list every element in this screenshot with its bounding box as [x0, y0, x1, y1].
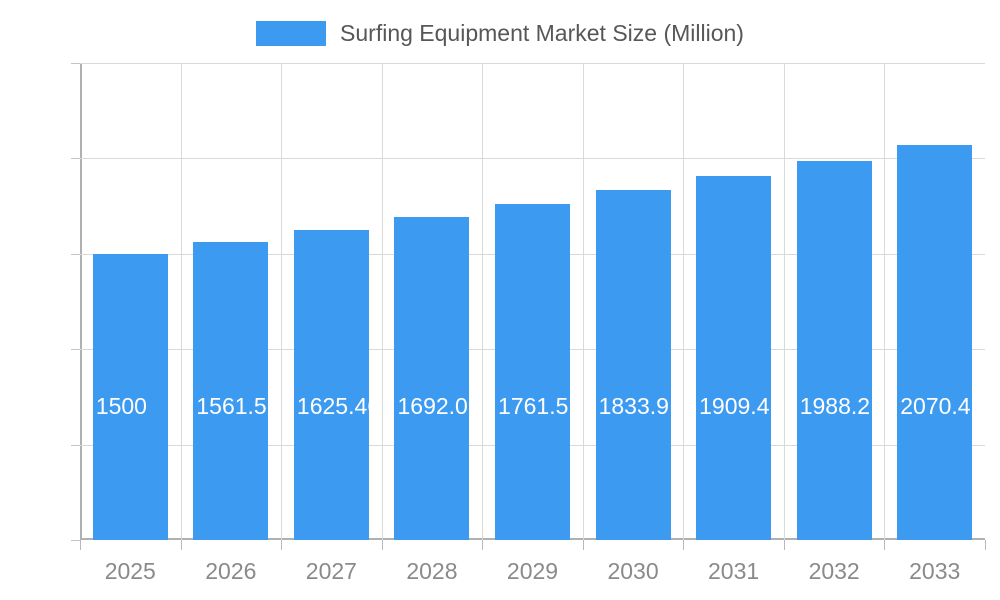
x-axis-tick-mark	[382, 540, 383, 550]
bar-data-label: 1625.46	[296, 393, 369, 419]
bar-data-label: 1988.2	[799, 393, 871, 419]
gridline-vertical	[784, 63, 785, 540]
x-axis-tick-mark	[784, 540, 785, 550]
bar-data-label: 1500	[95, 393, 147, 419]
x-axis-tick-label: 2025	[104, 558, 156, 584]
x-axis-tick-mark	[985, 540, 986, 550]
bar-data-label: 1561.5	[196, 393, 267, 419]
gridline-vertical	[181, 63, 182, 540]
x-axis-tick-label: 2029	[506, 558, 559, 584]
gridline-vertical	[482, 63, 483, 540]
x-axis-tick-mark	[482, 540, 483, 550]
x-axis-tick-label: 2032	[808, 558, 860, 584]
gridline-vertical	[382, 63, 383, 540]
bar[interactable]: 1561.5	[193, 242, 269, 540]
bar[interactable]: 1761.5	[495, 203, 570, 540]
bar[interactable]: 1500	[92, 253, 168, 540]
bar[interactable]: 1988.2	[796, 160, 872, 540]
gridline-vertical	[884, 63, 885, 540]
x-axis-tick-label: 2028	[406, 558, 458, 584]
bar[interactable]: 1833.9	[595, 190, 671, 540]
y-axis-tick-mark	[71, 158, 80, 160]
x-axis-tick-mark	[181, 540, 182, 550]
y-axis-tick-mark	[71, 540, 80, 541]
y-axis-tick-mark	[71, 253, 80, 255]
x-axis-tick-mark	[80, 540, 81, 550]
gridline-horizontal	[80, 158, 985, 160]
bar[interactable]: 2070.4	[897, 144, 973, 540]
y-axis-tick-mark	[71, 444, 80, 446]
bar-data-label: 1692.06	[397, 393, 469, 419]
bar-data-label: 1761.5	[498, 393, 569, 419]
x-axis-tick-label: 2026	[205, 558, 257, 584]
x-axis-tick-label: 2030	[607, 558, 659, 584]
gridline-horizontal	[80, 63, 985, 64]
bar-data-label: 1833.9	[598, 393, 669, 419]
legend-item[interactable]: Surfing Equipment Market Size (Million)	[256, 19, 744, 46]
gridline-vertical	[281, 63, 282, 540]
chart-legend: Surfing Equipment Market Size (Million)	[0, 14, 1000, 52]
bar[interactable]: 1909.4	[696, 175, 772, 540]
x-axis-tick-label: 2027	[305, 558, 357, 584]
gridline-vertical	[683, 63, 684, 540]
plot-area: 05001000150020002500150020251561.5202616…	[71, 63, 986, 583]
bar[interactable]: 1692.06	[394, 217, 470, 540]
x-axis-tick-label: 2033	[909, 558, 961, 584]
legend-item-label: Surfing Equipment Market Size (Million)	[340, 19, 744, 46]
y-axis-tick-mark	[71, 349, 80, 351]
legend-color-swatch	[256, 20, 327, 46]
x-axis-tick-mark	[884, 540, 885, 550]
y-axis-line	[80, 63, 82, 540]
x-axis-tick-mark	[683, 540, 684, 550]
bar-data-label: 2070.4	[900, 393, 971, 419]
y-axis-tick-mark	[71, 63, 80, 64]
x-axis-tick-label: 2031	[708, 558, 760, 584]
x-axis-tick-mark	[583, 540, 584, 550]
bar-data-label: 1909.4	[699, 393, 770, 419]
x-axis-tick-mark	[281, 540, 282, 550]
bar[interactable]: 1625.46	[293, 229, 369, 540]
gridline-vertical	[583, 63, 584, 540]
